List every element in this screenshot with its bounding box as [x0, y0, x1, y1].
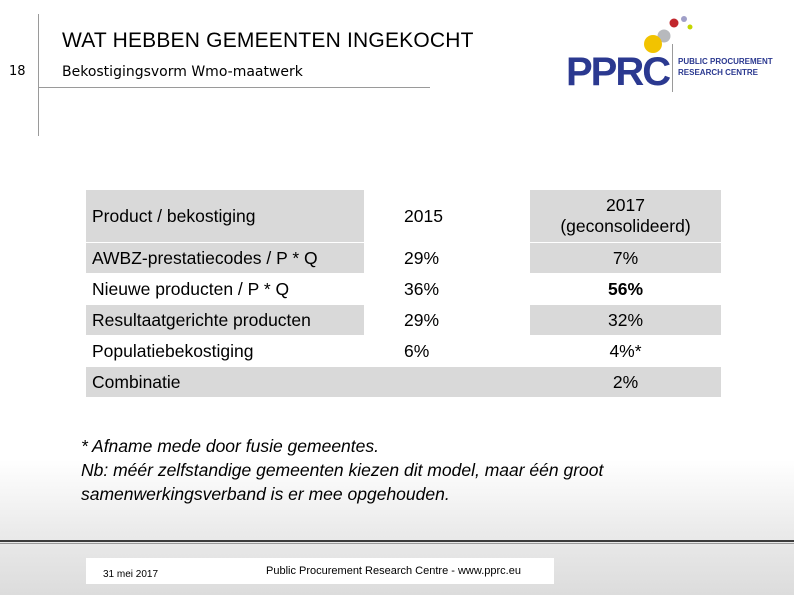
table-row: Populatiebekostiging 6% 4%* — [86, 335, 721, 367]
logo-subtitle-line1: PUBLIC PROCUREMENT — [678, 57, 773, 66]
table-row: Resultaatgerichte producten 29% 32% — [86, 304, 721, 336]
cell-product: Nieuwe producten / P * Q — [86, 273, 364, 305]
pprc-logo: PPRC PUBLIC PROCUREMENT RESEARCH CENTRE — [566, 14, 778, 94]
footnote-line: samenwerkingsverband is er mee opgehoude… — [81, 484, 450, 504]
cell-product: Combinatie — [86, 366, 364, 398]
bekostiging-table: Product / bekostiging 2015 2017 (geconso… — [86, 190, 721, 398]
logo-dot — [681, 16, 687, 22]
header-horizontal-rule — [38, 87, 430, 88]
footnote-line: Nb: méér zelfstandige gemeenten kiezen d… — [81, 460, 604, 480]
slide-title: WAT HEBBEN GEMEENTEN INGEKOCHT — [62, 29, 474, 52]
logo-dot — [669, 18, 679, 28]
cell-2015 — [364, 366, 530, 398]
footer-divider-thin — [0, 543, 794, 544]
header-vertical-rule — [38, 14, 39, 136]
cell-product: AWBZ-prestatiecodes / P * Q — [86, 242, 364, 274]
header-2017-note: (geconsolideerd) — [560, 216, 691, 236]
table-row: Nieuwe producten / P * Q 36% 56% — [86, 273, 721, 305]
cell-2015: 6% — [364, 335, 530, 367]
logo-separator — [672, 44, 673, 92]
cell-2015: 29% — [364, 242, 530, 274]
slide-number: 18 — [9, 64, 26, 79]
footer-date: 31 mei 2017 — [103, 569, 159, 580]
header-2015: 2015 — [364, 190, 530, 243]
logo-letters: PPRC — [566, 50, 671, 94]
table-header-row: Product / bekostiging 2015 2017 (geconso… — [86, 190, 721, 243]
header-2017-year: 2017 — [606, 195, 645, 215]
footnote: * Afname mede door fusie gemeentes. Nb: … — [81, 434, 603, 506]
footer-divider — [0, 540, 794, 542]
table-row: AWBZ-prestatiecodes / P * Q 29% 7% — [86, 242, 721, 274]
header-2017: 2017 (geconsolideerd) — [530, 190, 721, 243]
header-product: Product / bekostiging — [86, 190, 364, 243]
slide-subtitle: Bekostigingsvorm Wmo-maatwerk — [62, 64, 303, 80]
logo-dots-icon — [644, 16, 693, 53]
table-row: Combinatie 2% — [86, 366, 721, 398]
footer-text: Public Procurement Research Centre - www… — [266, 565, 521, 577]
logo-dot — [644, 35, 662, 53]
cell-2017: 56% — [530, 273, 721, 305]
logo-dot — [687, 24, 693, 30]
logo-subtitle-line2: RESEARCH CENTRE — [678, 68, 759, 77]
cell-2015: 36% — [364, 273, 530, 305]
cell-2017: 32% — [530, 304, 721, 336]
cell-product: Populatiebekostiging — [86, 335, 364, 367]
footnote-line: * Afname mede door fusie gemeentes. — [81, 436, 379, 456]
footer-panel — [86, 558, 554, 584]
logo-dot — [657, 29, 671, 43]
cell-2017: 2% — [530, 366, 721, 398]
logo-subtitle: PUBLIC PROCUREMENT RESEARCH CENTRE — [678, 56, 773, 78]
cell-2015: 29% — [364, 304, 530, 336]
cell-2017: 7% — [530, 242, 721, 274]
cell-2017: 4%* — [530, 335, 721, 367]
cell-product: Resultaatgerichte producten — [86, 304, 364, 336]
